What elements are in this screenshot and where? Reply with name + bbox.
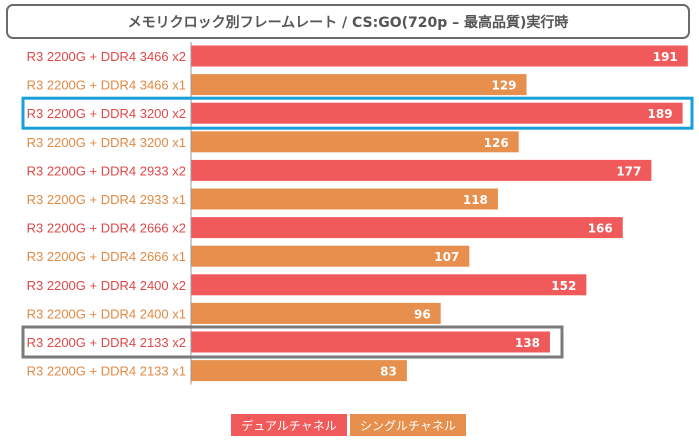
category-label: R3 2200G + DDR4 2400 x2	[27, 278, 186, 293]
bar	[191, 217, 623, 239]
data-label: 189	[648, 107, 673, 121]
bar	[191, 360, 407, 382]
data-label: 152	[551, 279, 576, 293]
data-label: 83	[380, 365, 397, 379]
data-label: 129	[491, 79, 516, 93]
category-label: R3 2200G + DDR4 3466 x1	[27, 78, 186, 93]
bar	[191, 45, 688, 67]
legend-single-channel: シングルチャネル	[350, 414, 466, 436]
bar	[191, 131, 519, 153]
category-label: R3 2200G + DDR4 2133 x1	[27, 364, 186, 379]
data-label: 118	[463, 193, 488, 207]
bar	[191, 102, 683, 124]
category-label: R3 2200G + DDR4 2666 x2	[27, 221, 186, 236]
bar	[191, 331, 550, 353]
data-label: 177	[616, 164, 641, 178]
category-label: R3 2200G + DDR4 2666 x1	[27, 249, 186, 264]
category-label: R3 2200G + DDR4 2400 x1	[27, 306, 186, 321]
category-label: R3 2200G + DDR4 2933 x1	[27, 192, 186, 207]
category-label: R3 2200G + DDR4 3200 x2	[27, 106, 186, 121]
legend-dual-label: デュアルチャネル	[241, 418, 337, 433]
highlight-box	[21, 96, 694, 130]
bar	[191, 188, 498, 210]
data-label: 138	[515, 336, 540, 350]
data-label: 107	[434, 250, 459, 264]
bar	[191, 245, 470, 267]
category-label: R3 2200G + DDR4 2133 x2	[27, 335, 186, 350]
highlight-box	[21, 325, 564, 359]
legend-single-label: シングルチャネル	[360, 418, 456, 433]
chart-title: メモリクロック別フレームレート / CS:GO(720p – 最高品質)実行時	[6, 4, 690, 39]
data-label: 166	[588, 222, 613, 236]
data-label: 96	[414, 307, 431, 321]
bar	[191, 302, 441, 324]
legend-dual-channel: デュアルチャネル	[231, 414, 347, 436]
data-label: 191	[653, 50, 678, 64]
category-label: R3 2200G + DDR4 2933 x2	[27, 163, 186, 178]
bar	[191, 159, 652, 181]
category-label: R3 2200G + DDR4 3466 x2	[27, 49, 186, 64]
category-label: R3 2200G + DDR4 3200 x1	[27, 135, 186, 150]
data-label: 126	[484, 136, 509, 150]
bar	[191, 274, 587, 296]
bar	[191, 74, 527, 96]
